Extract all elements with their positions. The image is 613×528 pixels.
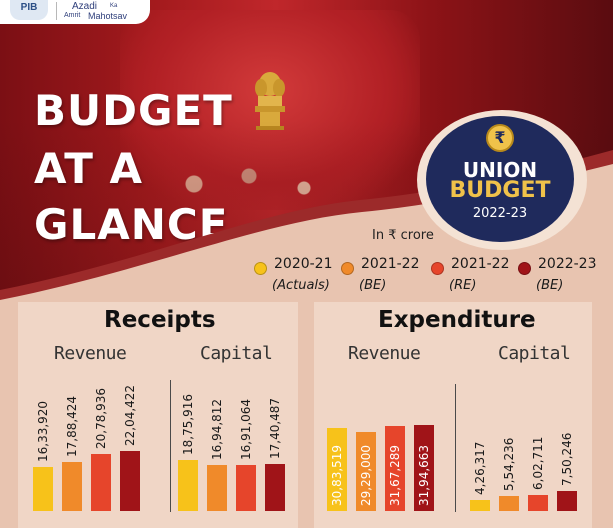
pib-logo: PIB xyxy=(10,0,48,20)
bar-value-label: 7,50,246 xyxy=(560,432,574,486)
rupee-icon: ₹ xyxy=(486,124,514,152)
bar-expenditure-capital-3 xyxy=(557,491,577,511)
receipts-title: Receipts xyxy=(104,307,216,333)
legend-swatch xyxy=(431,262,444,275)
badge-union: UNION xyxy=(462,158,538,182)
receipts-separator xyxy=(170,380,171,512)
unit-label: In ₹ crore xyxy=(372,228,434,243)
bar-expenditure-capital-1 xyxy=(499,496,519,511)
receipts-revenue-label: Revenue xyxy=(54,343,127,364)
legend-year: 2020-21 xyxy=(274,256,333,272)
bar-value-label: 16,33,920 xyxy=(36,400,50,462)
bar-expenditure-capital-2 xyxy=(528,495,548,511)
expenditure-title: Expenditure xyxy=(378,307,536,333)
logo-ka: Ka xyxy=(110,3,118,9)
bar-receipts-revenue-2 xyxy=(91,454,111,511)
national-emblem-icon xyxy=(255,72,285,130)
legend-year: 2022-23 xyxy=(538,256,597,272)
receipts-capital-label: Capital xyxy=(200,343,273,364)
bar-expenditure-revenue-2 xyxy=(385,426,405,511)
legend-year: 2021-22 xyxy=(361,256,420,272)
logo-amrit: Amrit xyxy=(64,12,81,19)
expenditure-capital-label: Capital xyxy=(498,343,571,364)
bar-value-label: 22,04,422 xyxy=(123,384,137,446)
badge-year: 2022-23 xyxy=(472,206,528,221)
bar-value-label: 6,02,711 xyxy=(531,436,545,490)
bar-expenditure-revenue-3 xyxy=(414,425,434,511)
legend-tag: (BE) xyxy=(359,278,387,293)
bar-value-label: 31,94,663 xyxy=(417,444,431,506)
bar-value-label: 5,54,236 xyxy=(502,437,516,491)
legend-year: 2021-22 xyxy=(451,256,510,272)
bar-expenditure-revenue-0 xyxy=(327,428,347,511)
badge-budget: BUDGET xyxy=(449,178,551,203)
expenditure-revenue-label: Revenue xyxy=(348,343,421,364)
bar-receipts-capital-2 xyxy=(236,465,256,511)
bar-receipts-capital-3 xyxy=(265,464,285,511)
bar-value-label: 31,67,289 xyxy=(388,444,402,506)
bar-receipts-revenue-3 xyxy=(120,451,140,511)
legend-tag: (RE) xyxy=(449,278,477,293)
bar-value-label: 16,94,812 xyxy=(210,398,224,460)
bar-value-label: 16,91,064 xyxy=(239,398,253,460)
logo-bar: PIB Azadi Ka Amrit Mahotsav xyxy=(0,0,150,24)
logo-divider xyxy=(56,2,57,20)
bar-value-label: 18,75,916 xyxy=(181,393,195,455)
receipts-panel xyxy=(18,302,298,528)
bar-receipts-capital-1 xyxy=(207,465,227,511)
bar-value-label: 30,83,519 xyxy=(330,444,344,506)
bar-value-label: 4,26,317 xyxy=(473,441,487,495)
logo-azadi: Azadi xyxy=(72,1,98,12)
title-line-2: AT A xyxy=(34,144,144,193)
legend-swatch xyxy=(341,262,354,275)
title-line-1: BUDGET xyxy=(34,86,233,135)
bar-expenditure-revenue-1 xyxy=(356,432,376,511)
background-decor xyxy=(150,160,370,200)
bar-value-label: 29,29,000 xyxy=(359,444,373,506)
bar-expenditure-capital-0 xyxy=(470,500,490,511)
expenditure-separator xyxy=(455,384,456,512)
legend-tag: (BE) xyxy=(536,278,564,293)
bar-value-label: 17,88,424 xyxy=(65,395,79,457)
bar-receipts-revenue-0 xyxy=(33,467,53,511)
logo-mahotsav: Mahotsav xyxy=(88,11,128,21)
legend-swatch xyxy=(254,262,267,275)
bar-value-label: 20,78,936 xyxy=(94,387,108,449)
bar-receipts-capital-0 xyxy=(178,460,198,511)
bar-value-label: 17,40,487 xyxy=(268,397,282,459)
legend-swatch xyxy=(518,262,531,275)
legend-tag: (Actuals) xyxy=(272,278,330,293)
bar-receipts-revenue-1 xyxy=(62,462,82,511)
